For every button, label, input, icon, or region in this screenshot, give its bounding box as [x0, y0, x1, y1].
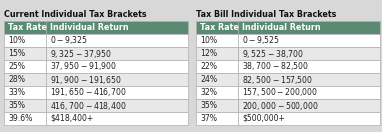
Bar [46, 73, 188, 86]
Text: $416,700 - $418,400: $416,700 - $418,400 [50, 100, 126, 112]
Text: $9,525 - $38,700: $9,525 - $38,700 [242, 48, 304, 60]
Text: Individual Return: Individual Return [50, 23, 129, 32]
Bar [196, 99, 238, 112]
Text: Tax Bill Individual Tax Brackets: Tax Bill Individual Tax Brackets [196, 10, 337, 19]
Bar [4, 60, 46, 73]
Bar [238, 73, 380, 86]
Bar [238, 60, 380, 73]
Text: 15%: 15% [8, 49, 25, 58]
Bar [196, 34, 238, 47]
Bar [238, 86, 380, 99]
Bar [4, 47, 46, 60]
Text: 10%: 10% [8, 36, 25, 45]
Text: $82,500 - $157,500: $82,500 - $157,500 [242, 74, 313, 86]
Bar [4, 99, 46, 112]
Text: Individual Return: Individual Return [242, 23, 320, 32]
Bar [4, 73, 46, 86]
Bar [196, 60, 238, 73]
Text: 28%: 28% [8, 75, 25, 84]
Text: $200,000 - $500,000: $200,000 - $500,000 [242, 100, 319, 112]
Bar [238, 112, 380, 125]
Bar [238, 99, 380, 112]
Text: 25%: 25% [8, 62, 25, 71]
Text: $91,900 - $191,650: $91,900 - $191,650 [50, 74, 121, 86]
Bar [46, 34, 188, 47]
Text: Current Individual Tax Brackets: Current Individual Tax Brackets [4, 10, 147, 19]
Text: 10%: 10% [200, 36, 217, 45]
Text: $418,400+: $418,400+ [50, 114, 93, 123]
Text: 24%: 24% [200, 75, 217, 84]
Bar [46, 60, 188, 73]
Bar [196, 73, 238, 86]
Bar [46, 86, 188, 99]
Bar [196, 47, 238, 60]
Text: 22%: 22% [200, 62, 217, 71]
Text: 32%: 32% [200, 88, 217, 97]
Text: Tax Rate: Tax Rate [8, 23, 47, 32]
Text: $0 - $9,325: $0 - $9,325 [50, 34, 88, 46]
Text: 35%: 35% [200, 101, 217, 110]
Text: 39.6%: 39.6% [8, 114, 32, 123]
Bar [46, 21, 188, 34]
Text: $157,500 - $200,000: $157,500 - $200,000 [242, 86, 318, 98]
Bar [4, 86, 46, 99]
Text: 33%: 33% [8, 88, 25, 97]
Bar [238, 34, 380, 47]
Bar [238, 21, 380, 34]
Bar [4, 21, 46, 34]
Text: 12%: 12% [200, 49, 217, 58]
Text: $37,950 - $91,900: $37,950 - $91,900 [50, 60, 117, 72]
Bar [46, 47, 188, 60]
Bar [46, 112, 188, 125]
Bar [196, 21, 238, 34]
Text: $38,700 - $82,500: $38,700 - $82,500 [242, 60, 309, 72]
Bar [46, 99, 188, 112]
Bar [196, 112, 238, 125]
Bar [4, 112, 46, 125]
Text: $191,650 - $416,700: $191,650 - $416,700 [50, 86, 126, 98]
Bar [238, 47, 380, 60]
Bar [196, 86, 238, 99]
Text: $500,000+: $500,000+ [242, 114, 285, 123]
Text: Tax Rate: Tax Rate [200, 23, 239, 32]
Text: $9,325 - $37,950: $9,325 - $37,950 [50, 48, 112, 60]
Text: 37%: 37% [200, 114, 217, 123]
Text: 35%: 35% [8, 101, 25, 110]
Bar [4, 34, 46, 47]
Text: $0 - $9,525: $0 - $9,525 [242, 34, 280, 46]
